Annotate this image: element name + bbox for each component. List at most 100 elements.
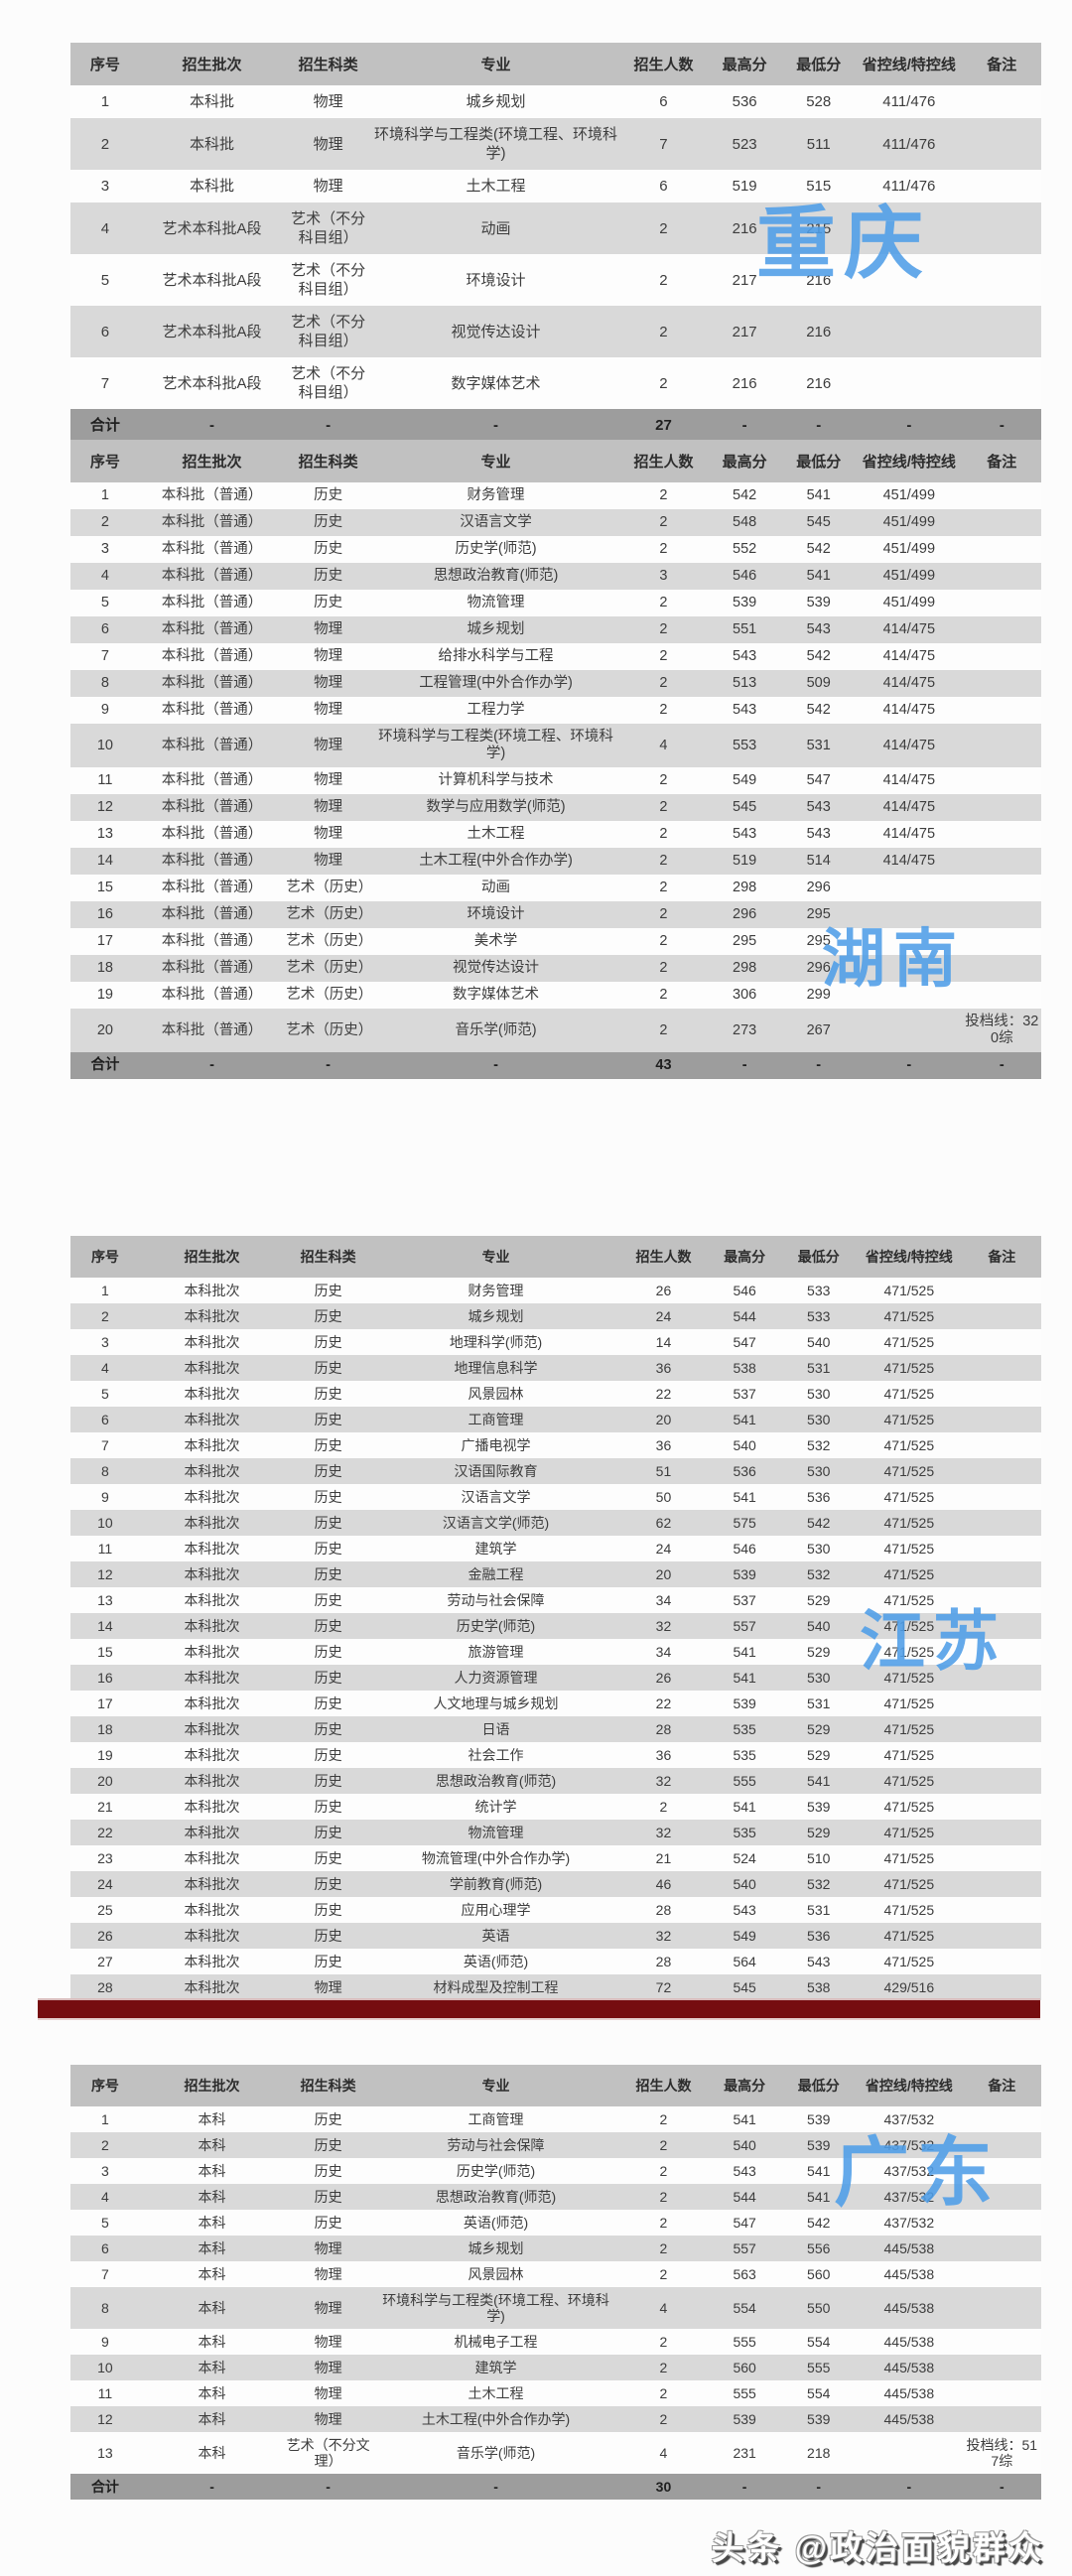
table-cell: 统计学 (371, 1794, 620, 1820)
table-cell: 历史 (284, 1381, 372, 1407)
table-cell: 2 (619, 794, 708, 821)
table-cell: 1 (70, 1278, 140, 1303)
table-cell: 2 (619, 536, 708, 563)
table-row: 5 本科批（普通） 历史 物流管理 2 539 539 451/499 (70, 590, 1041, 616)
table-cell: 历史 (284, 2106, 372, 2132)
table-cell: 471/525 (856, 1355, 963, 1381)
table-cell: 555 (707, 2329, 782, 2355)
table-cell: 541 (781, 2158, 857, 2184)
table-cell: 本科批（普通） (139, 697, 285, 724)
table-cell: 2 (619, 875, 708, 901)
table-cell (962, 1716, 1041, 1742)
table-cell: 5 (70, 1381, 140, 1407)
table-cell: 财务管理 (371, 482, 620, 509)
table-cell (962, 1484, 1041, 1510)
table-cell: 美术学 (371, 928, 620, 955)
table-cell: 本科批（普通） (139, 901, 285, 928)
table-row: 5 本科批次 历史 风景园林 22 537 530 471/525 (70, 1381, 1041, 1407)
table-cell: 414/475 (856, 670, 963, 697)
table-cell: 20 (70, 1009, 140, 1052)
table-row: 19 本科批次 历史 社会工作 36 535 529 471/525 (70, 1742, 1041, 1768)
table-cell: 2 (619, 670, 708, 697)
table-cell: 历史 (284, 590, 372, 616)
table-cell: 物理 (284, 2261, 372, 2287)
table-cell: 本科 (139, 2210, 285, 2236)
table-row: 23 本科批次 历史 物流管理(中外合作办学) 21 524 510 471/525 (70, 1845, 1041, 1871)
table-row: 8 本科批（普通） 物理 工程管理(中外合作办学) 2 513 509 414/475 (70, 670, 1041, 697)
table-cell: 环境设计 (371, 901, 620, 928)
table-cell: 工商管理 (371, 1407, 620, 1432)
table-cell: 14 (70, 848, 140, 875)
table-cell: 538 (707, 1355, 782, 1381)
table-cell: 529 (781, 1742, 857, 1768)
table-cell: - (781, 1052, 857, 1079)
table-cell: 414/475 (856, 848, 963, 875)
table-cell (962, 1432, 1041, 1458)
table-cell: 2 (70, 1303, 140, 1329)
table-cell: 建筑学 (371, 2355, 620, 2380)
table-cell: - (139, 2474, 285, 2500)
table-cell: 汉语言文学(师范) (371, 1510, 620, 1536)
table-cell (962, 1536, 1041, 1561)
table-cell: 6 (619, 170, 708, 203)
table-cell: 524 (707, 1845, 782, 1871)
table-cell (962, 2184, 1041, 2210)
table-cell: 历史 (284, 1407, 372, 1432)
table-cell: 519 (707, 170, 782, 203)
table-cell: 本科批次 (139, 1974, 285, 2000)
table-cell: 物理 (284, 2287, 372, 2329)
table-cell: 26 (619, 1665, 708, 1691)
table-cell: 本科批次 (139, 1278, 285, 1303)
table-cell: 471/525 (856, 1536, 963, 1561)
table-cell: 471/525 (856, 1845, 963, 1871)
table-row: 2 本科批次 历史 城乡规划 24 544 533 471/525 (70, 1303, 1041, 1329)
table-row: 6 本科 物理 城乡规划 2 557 556 445/538 (70, 2236, 1041, 2261)
table-cell (962, 1949, 1041, 1974)
table-cell (962, 928, 1041, 955)
table-cell: 土木工程(中外合作办学) (371, 848, 620, 875)
table-cell: 540 (707, 1871, 782, 1897)
table-row: 11 本科批（普通） 物理 计算机科学与技术 2 549 547 414/475 (70, 767, 1041, 794)
column-header: 最高分 (707, 2065, 782, 2106)
table-cell: - (707, 1052, 782, 1079)
table-cell: 2 (619, 1794, 708, 1820)
table-cell: 本科批次 (139, 1665, 285, 1691)
table-cell: 物流管理(中外合作办学) (371, 1845, 620, 1871)
table-row: 12 本科批次 历史 金融工程 20 539 532 471/525 (70, 1561, 1041, 1587)
table-cell: 4 (70, 563, 140, 590)
column-header: 专业 (371, 1236, 620, 1278)
table-cell: 16 (70, 901, 140, 928)
table-cell: 本科批次 (139, 1458, 285, 1484)
table-cell: 4 (70, 2184, 140, 2210)
table-cell: 艺术本科批A段 (139, 254, 285, 306)
table-cell: 3 (70, 170, 140, 203)
table-header: 序号 招生批次 招生科类 专业 招生人数 最高分 最低分 省控线/特控线 备注 (70, 440, 1041, 482)
table-row: 7 本科 物理 风景园林 2 563 560 445/538 (70, 2261, 1041, 2287)
column-header: 招生批次 (139, 1236, 285, 1278)
table-row: 16 本科批（普通） 艺术（历史） 环境设计 2 296 295 (70, 901, 1041, 928)
admission-table-chongqing: 序号 招生批次 招生科类 专业 招生人数 最高分 最低分 省控线/特控线 备注 1 本科批 物理 城乡… (70, 43, 1041, 442)
table-cell (962, 2355, 1041, 2380)
table-cell: 216 (781, 357, 857, 409)
table-cell: 2 (619, 590, 708, 616)
table-cell (962, 563, 1041, 590)
admission-table-jiangsu: 序号 招生批次 招生科类 专业 招生人数 最高分 最低分 省控线/特控线 备注 1 本科批次 历史财… (70, 1236, 1041, 2000)
table-cell: 动画 (371, 875, 620, 901)
table-cell: 24 (619, 1536, 708, 1561)
table-cell: 汉语国际教育 (371, 1458, 620, 1484)
table-cell: 24 (619, 1303, 708, 1329)
table-cell: 本科批次 (139, 1742, 285, 1768)
table-cell: 542 (707, 482, 782, 509)
table-cell: 17 (70, 928, 140, 955)
table-cell: 19 (70, 982, 140, 1009)
table-cell: 531 (781, 1897, 857, 1923)
table-body: 1 本科批 物理 城乡规划 6 536 528 411/476 2 本科批 物理 环境科学与工程类(环… (70, 85, 1041, 442)
table-cell: 建筑学 (371, 1536, 620, 1561)
table-cell: 560 (707, 2355, 782, 2380)
table-cell: 本科批次 (139, 1381, 285, 1407)
table-cell: 216 (781, 306, 857, 357)
table-cell: 艺术本科批A段 (139, 203, 285, 254)
table-cell (962, 2106, 1041, 2132)
table-cell: - (707, 2474, 782, 2500)
